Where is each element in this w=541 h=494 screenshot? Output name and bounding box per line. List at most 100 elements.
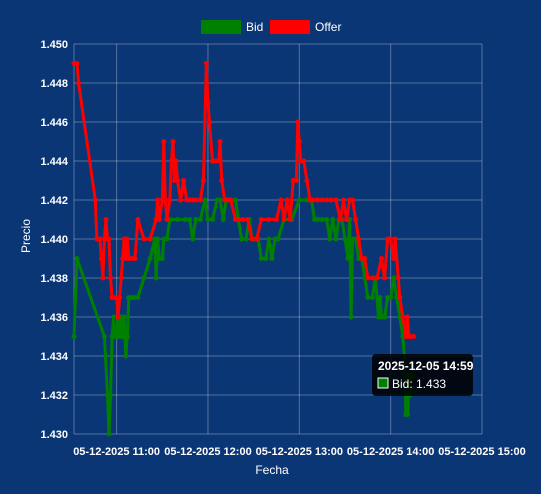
data-point[interactable] (76, 80, 82, 86)
data-point[interactable] (164, 236, 170, 242)
data-point[interactable] (156, 217, 162, 222)
data-point[interactable] (98, 256, 104, 261)
data-point[interactable] (173, 158, 179, 164)
data-point[interactable] (141, 275, 147, 281)
data-point[interactable] (337, 217, 343, 222)
data-point[interactable] (278, 197, 284, 203)
data-point[interactable] (121, 314, 127, 320)
data-point[interactable] (217, 197, 223, 203)
data-point[interactable] (193, 197, 199, 203)
data-point[interactable] (333, 197, 339, 203)
data-point[interactable] (400, 314, 406, 320)
data-point[interactable] (404, 412, 410, 417)
data-point[interactable] (404, 314, 410, 320)
data-point[interactable] (341, 197, 346, 203)
data-point[interactable] (168, 158, 174, 164)
data-point[interactable] (74, 61, 80, 66)
data-point[interactable] (124, 334, 130, 339)
data-point[interactable] (243, 236, 249, 242)
data-point[interactable] (123, 353, 129, 359)
data-point[interactable] (147, 256, 153, 261)
data-point[interactable] (239, 236, 244, 242)
data-point[interactable] (296, 197, 302, 203)
data-point[interactable] (159, 256, 165, 261)
data-point[interactable] (232, 197, 238, 203)
legend-label-offer[interactable]: Offer (315, 20, 341, 34)
data-point[interactable] (395, 275, 401, 281)
data-point[interactable] (391, 275, 397, 281)
data-point[interactable] (365, 295, 371, 300)
data-point[interactable] (304, 178, 310, 183)
data-point[interactable] (162, 197, 168, 203)
data-point[interactable] (164, 217, 170, 222)
data-point[interactable] (350, 197, 356, 203)
data-point[interactable] (374, 275, 380, 281)
data-point[interactable] (324, 217, 330, 222)
data-point[interactable] (161, 139, 167, 144)
data-point[interactable] (202, 197, 208, 203)
data-point[interactable] (124, 236, 130, 242)
data-point[interactable] (391, 256, 397, 261)
data-point[interactable] (120, 334, 126, 339)
data-point[interactable] (330, 217, 336, 222)
data-point[interactable] (295, 119, 301, 125)
data-point[interactable] (382, 314, 388, 320)
data-point[interactable] (190, 236, 196, 242)
data-point[interactable] (328, 197, 334, 203)
data-point[interactable] (356, 236, 362, 242)
data-point[interactable] (210, 217, 215, 222)
data-point[interactable] (348, 314, 354, 320)
data-point[interactable] (118, 275, 124, 281)
data-point[interactable] (74, 256, 80, 261)
data-point[interactable] (197, 197, 203, 203)
data-point[interactable] (193, 217, 199, 222)
data-point[interactable] (217, 139, 223, 144)
data-point[interactable] (301, 158, 307, 164)
data-point[interactable] (170, 139, 176, 144)
data-point[interactable] (71, 334, 77, 339)
data-point[interactable] (369, 275, 375, 281)
data-point[interactable] (108, 392, 113, 398)
data-point[interactable] (182, 217, 188, 222)
data-point[interactable] (319, 197, 325, 203)
data-point[interactable] (187, 217, 193, 222)
data-point[interactable] (379, 256, 384, 261)
data-point[interactable] (258, 256, 264, 261)
data-point[interactable] (216, 158, 222, 164)
data-point[interactable] (228, 197, 234, 203)
data-point[interactable] (287, 217, 293, 222)
data-point[interactable] (254, 236, 260, 242)
data-point[interactable] (284, 197, 290, 203)
data-point[interactable] (108, 275, 113, 281)
data-point[interactable] (132, 256, 138, 261)
data-point[interactable] (100, 275, 106, 281)
data-point[interactable] (106, 236, 112, 242)
data-point[interactable] (111, 314, 117, 320)
data-point[interactable] (293, 178, 299, 183)
data-point[interactable] (197, 217, 203, 222)
data-point[interactable] (175, 178, 180, 183)
data-point[interactable] (275, 236, 281, 242)
data-point[interactable] (263, 256, 269, 261)
data-point[interactable] (266, 236, 272, 242)
data-point[interactable] (153, 275, 159, 281)
data-point[interactable] (97, 236, 103, 242)
data-point[interactable] (203, 61, 209, 66)
data-point[interactable] (249, 236, 255, 242)
data-point[interactable] (296, 139, 302, 144)
data-point[interactable] (205, 100, 211, 105)
data-point[interactable] (178, 197, 184, 203)
data-point[interactable] (269, 256, 275, 261)
data-point[interactable] (135, 295, 141, 300)
data-point[interactable] (240, 217, 246, 222)
data-point[interactable] (181, 178, 187, 183)
data-point[interactable] (319, 217, 325, 222)
data-point[interactable] (377, 295, 383, 300)
data-point[interactable] (388, 236, 394, 242)
data-point[interactable] (388, 295, 394, 300)
legend-swatch-bid[interactable] (201, 20, 241, 34)
legend[interactable]: Bid Offer (201, 20, 341, 34)
data-point[interactable] (315, 197, 321, 203)
data-point[interactable] (353, 217, 359, 222)
data-point[interactable] (362, 256, 368, 261)
